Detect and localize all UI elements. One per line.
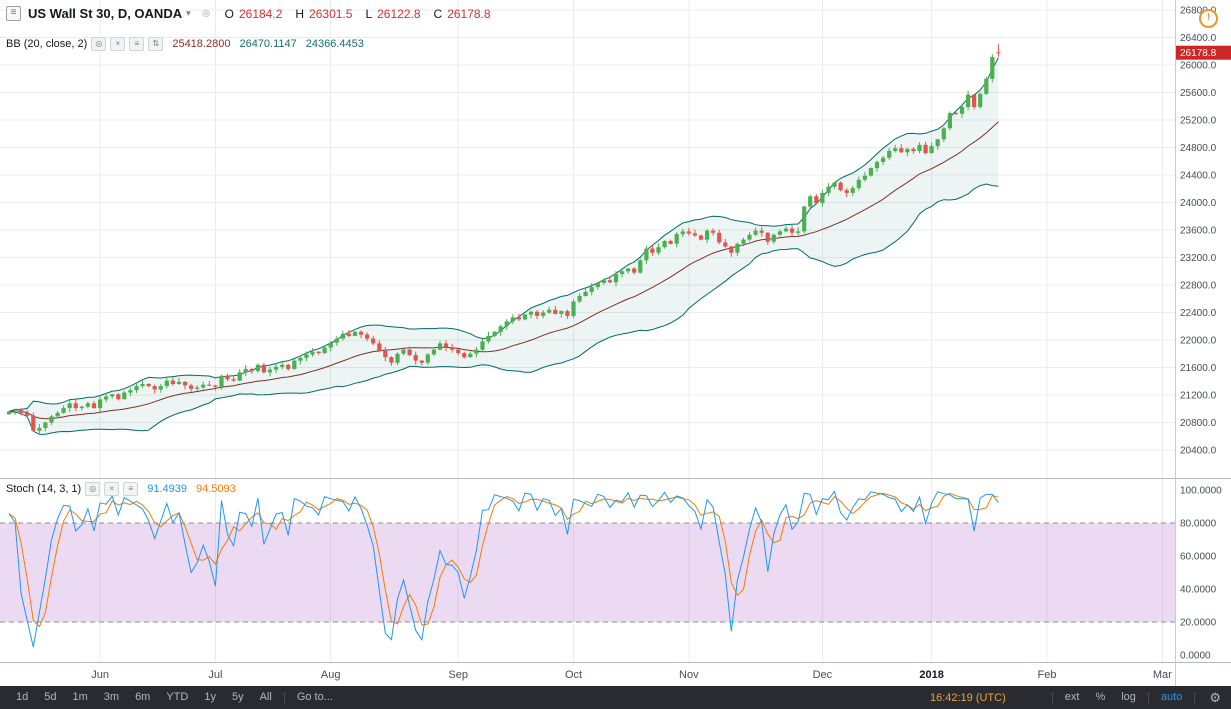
auto-button[interactable]: auto <box>1160 691 1183 703</box>
symbol-title[interactable]: US Wall St 30, D, OANDA <box>28 6 183 21</box>
high-label: H <box>295 6 305 21</box>
close-icon[interactable]: × <box>104 482 120 496</box>
stoch-legend: Stoch (14, 3, 1) ◎ × ≡ 91.4939 94.5093 <box>6 482 236 496</box>
svg-text:Jun: Jun <box>91 669 109 681</box>
percent-button[interactable]: % <box>1095 691 1106 703</box>
range-5y-button[interactable]: 5y <box>231 691 244 703</box>
ext-button[interactable]: ext <box>1064 691 1080 703</box>
menu-icon[interactable]: ≡ <box>6 6 21 21</box>
svg-text:20400.0: 20400.0 <box>1180 446 1217 457</box>
low-label: L <box>365 6 373 21</box>
bb-label[interactable]: BB (20, close, 2) <box>6 38 88 50</box>
eye-icon[interactable]: ◎ <box>85 482 101 496</box>
bottom-toolbar: 1d 5d 1m 3m 6m YTD 1y 5y All Go to... 16… <box>0 686 1231 709</box>
svg-text:60.0000: 60.0000 <box>1180 552 1217 563</box>
bb-legend: BB (20, close, 2) ◎ × ≡ ⇅ 25418.2800 264… <box>6 37 364 51</box>
open-label: O <box>224 6 234 21</box>
svg-text:23600.0: 23600.0 <box>1180 226 1217 237</box>
svg-text:2018: 2018 <box>919 669 943 681</box>
svg-text:20.0000: 20.0000 <box>1180 618 1217 629</box>
high-value: 26301.5 <box>309 6 353 21</box>
svg-text:Aug: Aug <box>321 669 341 681</box>
range-3m-button[interactable]: 3m <box>103 691 120 703</box>
arrows-icon[interactable]: ⇅ <box>148 37 164 51</box>
range-6m-button[interactable]: 6m <box>135 691 151 703</box>
bb-basis-value: 25418.2800 <box>172 38 231 50</box>
svg-text:Sep: Sep <box>448 669 468 681</box>
svg-text:24400.0: 24400.0 <box>1180 171 1217 182</box>
svg-text:26400.0: 26400.0 <box>1180 33 1217 44</box>
svg-text:23200.0: 23200.0 <box>1180 253 1217 264</box>
range-all-button[interactable]: All <box>259 691 272 703</box>
svg-text:21600.0: 21600.0 <box>1180 363 1217 374</box>
svg-text:Mar: Mar <box>1153 669 1172 681</box>
eye-icon[interactable]: ◎ <box>202 8 211 18</box>
range-1y-button[interactable]: 1y <box>204 691 216 703</box>
svg-text:Oct: Oct <box>565 669 582 681</box>
svg-text:20800.0: 20800.0 <box>1180 418 1217 429</box>
close-icon[interactable]: × <box>110 37 126 51</box>
svg-text:26000.0: 26000.0 <box>1180 61 1217 72</box>
goto-button[interactable]: Go to... <box>296 691 333 703</box>
symbol-legend: ≡ US Wall St 30, D, OANDA ▾ ◎ O 26184.2 … <box>6 6 491 21</box>
svg-text:Feb: Feb <box>1038 669 1057 681</box>
range-1m-button[interactable]: 1m <box>72 691 88 703</box>
stoch-d-value: 94.5093 <box>195 483 236 495</box>
svg-text:80.0000: 80.0000 <box>1180 519 1217 530</box>
toolbar-divider <box>283 691 285 704</box>
eye-icon[interactable]: ◎ <box>91 37 107 51</box>
svg-text:40.0000: 40.0000 <box>1180 585 1217 596</box>
svg-text:26800.0: 26800.0 <box>1180 6 1217 17</box>
svg-text:26178.8: 26178.8 <box>1180 48 1217 59</box>
svg-text:Nov: Nov <box>679 669 699 681</box>
stoch-k-value: 91.4939 <box>147 483 187 495</box>
svg-text:100.0000: 100.0000 <box>1180 486 1222 497</box>
range-1d-button[interactable]: 1d <box>16 691 29 703</box>
bb-upper-value: 26470.1147 <box>239 38 297 50</box>
svg-text:22000.0: 22000.0 <box>1180 336 1217 347</box>
gear-icon[interactable]: ⚙ <box>1209 689 1221 705</box>
svg-text:Jul: Jul <box>208 669 222 681</box>
svg-text:Dec: Dec <box>813 669 833 681</box>
settings-icon[interactable]: ≡ <box>123 482 139 496</box>
svg-text:24800.0: 24800.0 <box>1180 143 1217 154</box>
close-label: C <box>433 6 443 21</box>
svg-text:25600.0: 25600.0 <box>1180 88 1217 99</box>
delayed-data-icon[interactable]: ! <box>1199 9 1218 28</box>
log-button[interactable]: log <box>1121 691 1136 703</box>
settings-icon[interactable]: ≡ <box>129 37 145 51</box>
svg-text:25200.0: 25200.0 <box>1180 116 1217 127</box>
svg-text:22400.0: 22400.0 <box>1180 308 1217 319</box>
svg-text:21200.0: 21200.0 <box>1180 391 1217 402</box>
chevron-down-icon[interactable]: ▾ <box>186 8 191 18</box>
low-value: 26122.8 <box>377 6 421 21</box>
stoch-label[interactable]: Stoch (14, 3, 1) <box>6 483 82 495</box>
clock: 16:42:19 (UTC) <box>929 691 1006 704</box>
bb-lower-value: 24366.4453 <box>305 38 364 50</box>
svg-text:24000.0: 24000.0 <box>1180 198 1217 209</box>
toolbar-divider <box>1051 691 1053 704</box>
open-value: 26184.2 <box>238 6 283 21</box>
toolbar-divider <box>1147 691 1149 704</box>
svg-text:22800.0: 22800.0 <box>1180 281 1217 292</box>
close-value: 26178.8 <box>447 6 491 21</box>
range-5d-button[interactable]: 5d <box>44 691 57 703</box>
svg-text:0.0000: 0.0000 <box>1180 651 1211 662</box>
range-ytd-button[interactable]: YTD <box>166 691 189 703</box>
toolbar-divider <box>1194 691 1196 704</box>
chart-canvas[interactable]: 20400.0 20800.0 21200.0 21600.0 22000.0 22400… <box>0 0 1231 686</box>
